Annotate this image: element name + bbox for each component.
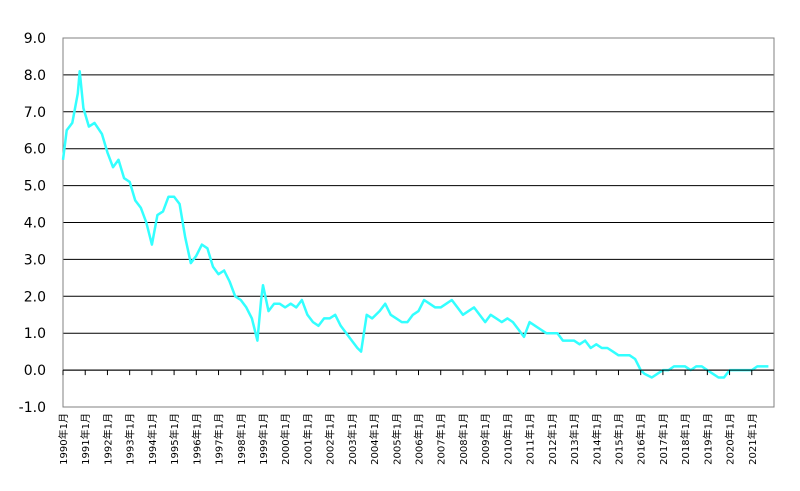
- x-tick-label: 2000年1月: [279, 413, 292, 465]
- x-tick-label: 2015年1月: [612, 413, 625, 465]
- x-tick-label: 2013年1月: [568, 413, 581, 465]
- y-tick-label: 2.0: [24, 289, 46, 305]
- series-layer: [61, 69, 769, 379]
- y-tick-label: 3.0: [24, 252, 46, 268]
- x-tick-label: 2005年1月: [390, 413, 403, 465]
- series-line: [61, 69, 769, 379]
- x-tick-label: 1998年1月: [235, 413, 248, 465]
- y-tick-label: 5.0: [24, 179, 46, 195]
- x-tick-label: 2017年1月: [657, 413, 670, 465]
- y-tick-label: 4.0: [24, 216, 46, 232]
- x-tick-label: 2004年1月: [368, 413, 381, 465]
- y-tick-label: 6.0: [24, 142, 46, 158]
- y-axis: 9.0 8.0 7.0 6.0 5.0 4.0 3.0 2.0 1.0 0.0 -1.0: [19, 31, 46, 416]
- y-tick-label: 8.0: [24, 68, 46, 84]
- plot-area: [62, 37, 775, 408]
- x-tick-label: 1995年1月: [168, 413, 181, 465]
- x-axis: 1990年1月 1991年1月 1992年1月 1993年1月 1994年1月 1995年…: [57, 369, 774, 465]
- x-tick-label: 2007年1月: [435, 413, 448, 465]
- y-tick-label: 9.0: [24, 31, 46, 47]
- x-tick-label: 1993年1月: [124, 413, 137, 465]
- x-tick-label: 1991年1月: [79, 413, 92, 465]
- gridlines: [63, 37, 774, 408]
- x-tick-label: 2018年1月: [679, 413, 692, 465]
- x-tick-label: 1992年1月: [101, 413, 114, 465]
- x-tick-label: 2001年1月: [301, 413, 314, 465]
- x-tick-label: 2011年1月: [524, 413, 537, 465]
- x-tick-label: 2010年1月: [501, 413, 514, 465]
- x-tick-label: 2021年1月: [746, 413, 759, 465]
- x-tick-label: 2002年1月: [324, 413, 337, 465]
- x-tick-label: 2009年1月: [479, 413, 492, 465]
- x-tick-label: 2003年1月: [346, 413, 359, 465]
- x-tick-label: 2016年1月: [635, 413, 648, 465]
- x-tick-label: 2020年1月: [724, 413, 737, 465]
- x-tick-label: 2008年1月: [457, 413, 470, 465]
- x-tick-label: 1996年1月: [190, 413, 203, 465]
- x-tick-label: 2012年1月: [546, 413, 559, 465]
- x-tick-label: 1994年1月: [146, 413, 159, 465]
- y-tick-label: 7.0: [24, 105, 46, 121]
- x-tick-label: 2019年1月: [701, 413, 714, 465]
- y-tick-label: 0.0: [24, 363, 46, 379]
- y-tick-label: -1.0: [19, 400, 46, 416]
- x-tick-label: 1990年1月: [57, 413, 70, 465]
- plot-border: [62, 37, 775, 408]
- x-tick-label: 1999年1月: [257, 413, 270, 465]
- x-tick-label: 2014年1月: [590, 413, 603, 465]
- x-tick-label: 1997年1月: [213, 413, 226, 465]
- y-tick-label: 1.0: [24, 326, 46, 342]
- x-tick-label: 2006年1月: [413, 413, 426, 465]
